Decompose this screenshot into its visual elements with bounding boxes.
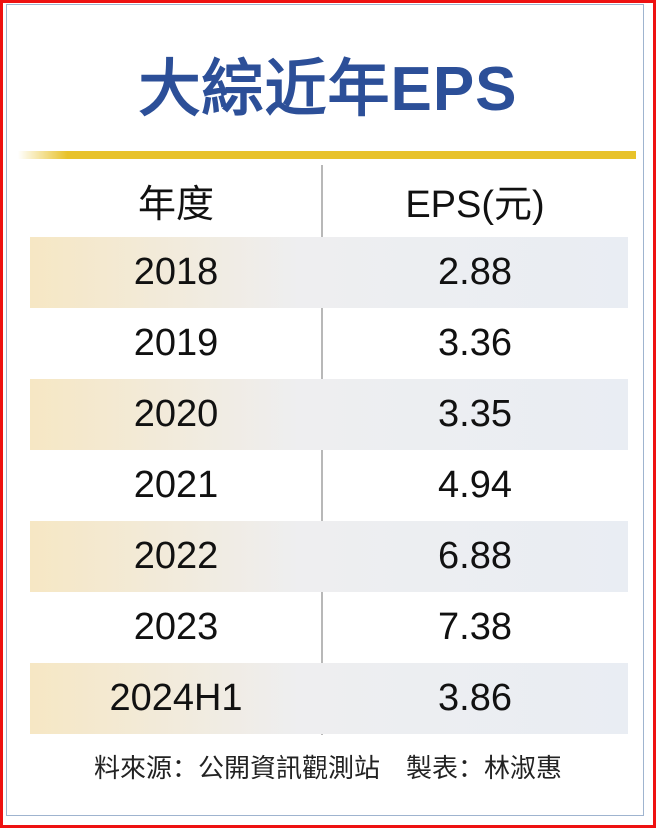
eps-cell: 3.36	[438, 322, 512, 364]
eps-cell: 3.35	[438, 393, 512, 435]
column-divider	[321, 165, 323, 735]
page-title: 大綜近年EPS	[138, 55, 518, 124]
eps-cell: 4.94	[438, 464, 512, 506]
year-cell: 2023	[133, 606, 219, 648]
table-row: 2022 6.88	[30, 521, 628, 592]
inner-border	[6, 4, 644, 816]
table-row: 2019 3.36	[30, 308, 628, 379]
table-row: 2020 3.35	[30, 379, 628, 450]
year-cell: 2022	[133, 535, 219, 577]
year-cell: 2021	[133, 464, 219, 506]
source-credit: 料來源：公開資訊觀測站 製表：林淑惠	[93, 753, 562, 783]
table-row: 2024H1 3.86	[30, 663, 628, 734]
table-row: 2018 2.88	[30, 237, 628, 308]
table-header: 年度 EPS(元)	[30, 165, 628, 236]
eps-cell: 7.38	[438, 606, 512, 648]
year-cell: 2019	[133, 322, 219, 364]
header-eps: EPS(元)	[405, 184, 545, 226]
eps-cell: 2.88	[438, 251, 512, 293]
table-row: 2021 4.94	[30, 450, 628, 521]
year-cell: 2020	[133, 393, 219, 435]
year-cell: 2018	[133, 251, 219, 293]
eps-cell: 3.86	[438, 677, 512, 719]
title-underline	[18, 151, 636, 159]
header-year: 年度	[137, 184, 214, 226]
year-cell: 2024H1	[109, 677, 243, 719]
table-row: 2023 7.38	[30, 592, 628, 663]
eps-cell: 6.88	[438, 535, 512, 577]
